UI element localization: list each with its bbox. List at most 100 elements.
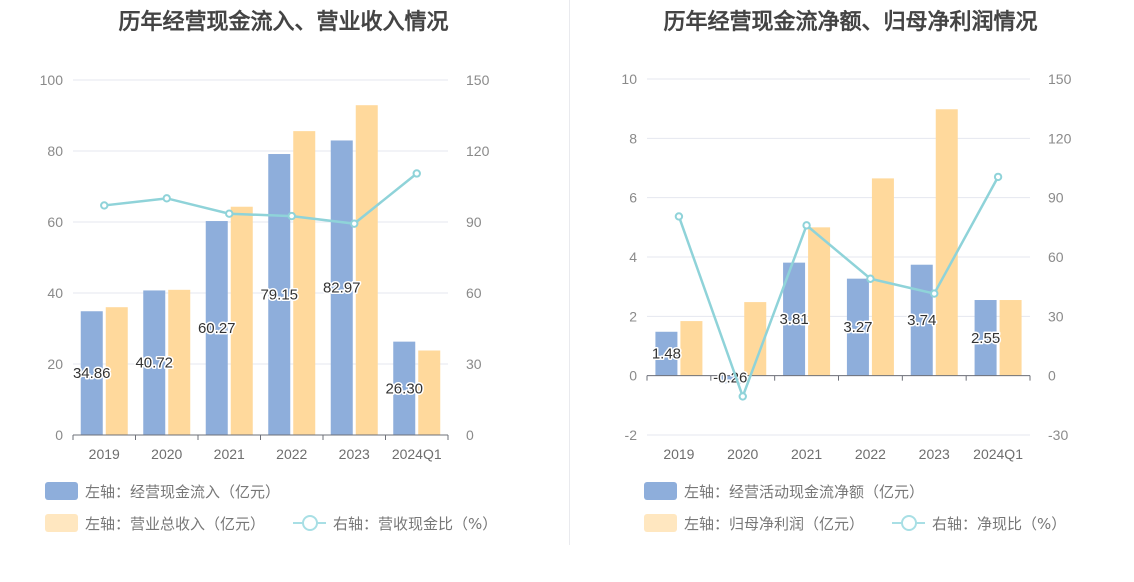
bar-2024Q1-series1 [974, 300, 997, 376]
bar-2022-series2 [293, 131, 316, 435]
bar-2023-series1 [330, 140, 353, 436]
right-axis-tick: 90 [466, 214, 482, 230]
bar-2020-series2 [744, 302, 767, 376]
x-category-label: 2020 [727, 446, 758, 462]
ratio-point [930, 289, 939, 298]
bar-2021-series1 [783, 262, 806, 376]
bar-2024Q1-series2 [999, 300, 1022, 376]
right-legend-bar2[interactable]: 左轴：归母净利润（亿元） [644, 513, 864, 533]
x-category-label: 2019 [663, 446, 694, 462]
right-axis-tick: -30 [1048, 427, 1068, 443]
right-axis-tick: 0 [1048, 368, 1056, 384]
ratio-point [738, 392, 747, 401]
left-axis-tick: 60 [47, 214, 63, 230]
left-axis-tick: -2 [625, 427, 638, 443]
left-legend-line[interactable]: 右轴：营收现金比（%） [293, 513, 497, 533]
right-chart-plot: -2 -30 0 0 2 30 4 60 6 90 8 120 10 150 2019 2020 2021 202… [621, 71, 1071, 462]
bar-2022-series2 [871, 178, 894, 376]
bar-2023-series2 [355, 105, 378, 435]
bar-2022-series1 [268, 154, 291, 435]
ratio-line [677, 176, 1000, 401]
x-category-label: 2021 [791, 446, 822, 462]
ratio-point [993, 172, 1003, 182]
x-category-label: 2023 [339, 446, 370, 462]
left-axis-tick: 40 [47, 285, 63, 301]
left-axis-tick: 80 [47, 143, 63, 159]
left-legend-bar1[interactable]: 左轴：经营现金流入（亿元） [45, 481, 280, 501]
bar-2019-series2 [680, 321, 703, 376]
right-legend-bar1-label: 左轴：经营活动现金流净额（亿元） [684, 482, 925, 501]
ratio-point [100, 201, 109, 210]
bar-data-label: 26.30 [385, 380, 423, 397]
ratio-point [162, 194, 171, 203]
left-chart-plot: 0 0 20 30 40 60 60 90 80 120 100 150 2019 2020 2021 202… [40, 72, 490, 462]
left-axis-tick: 0 [55, 427, 63, 443]
right-axis-tick: 30 [466, 356, 482, 372]
bar-data-label: 2.55 [971, 330, 1000, 347]
ratio-point [866, 274, 875, 283]
right-axis-tick: 60 [466, 285, 482, 301]
legend-bar1-swatch [644, 482, 677, 500]
bar-data-label: 79.15 [260, 287, 298, 304]
left-axis-tick: 0 [629, 368, 637, 384]
left-axis-tick: 6 [629, 190, 637, 206]
bar-data-label: 1.48 [652, 346, 681, 363]
left-axis-tick: 2 [629, 308, 637, 324]
bar-2021-series2 [230, 206, 253, 435]
right-chart-panel: 历年经营现金流净额、归母净利润情况 -2 -30 0 0 2 30 4 60 6 90 8 120 10… [567, 0, 1134, 582]
x-category-label: 2019 [89, 446, 120, 462]
right-axis-tick: 120 [466, 143, 490, 159]
right-axis-tick: 30 [1048, 308, 1064, 324]
x-category-label: 2024Q1 [392, 446, 442, 462]
legend-bar2-swatch [45, 514, 78, 532]
bar-data-label: 82.97 [323, 280, 361, 297]
right-legend-bar1[interactable]: 左轴：经营活动现金流净额（亿元） [644, 481, 924, 501]
x-category-label: 2024Q1 [973, 446, 1023, 462]
left-axis-tick: 8 [629, 130, 637, 146]
left-legend-bar1-label: 左轴：经营现金流入（亿元） [85, 482, 281, 501]
left-chart-panel: 历年经营现金流入、营业收入情况 0 0 20 30 40 60 60 90 80 120 100 15… [40, 10, 498, 533]
left-legend-bar2-label: 左轴：营业总收入（亿元） [85, 514, 266, 533]
left-axis-tick: 20 [47, 356, 63, 372]
right-axis-tick: 0 [466, 427, 474, 443]
bar-2024Q1-series1 [393, 341, 416, 435]
ratio-point [225, 209, 234, 218]
bar-data-label: 3.81 [779, 311, 808, 328]
right-legend-line-label: 右轴：净现比（%） [932, 514, 1067, 533]
bar-2020-series2 [168, 289, 191, 435]
left-axis-tick: 10 [621, 71, 637, 87]
ratio-point [674, 212, 684, 221]
bar-data-label: 34.86 [73, 365, 111, 382]
bar-data-label: -0.26 [713, 370, 747, 387]
bar-2022-series1 [846, 278, 869, 376]
bar-data-label: 3.74 [907, 312, 936, 329]
x-category-label: 2020 [151, 446, 182, 462]
bar-2024Q1-series2 [418, 350, 441, 435]
legend-bar1-swatch [45, 482, 78, 500]
bar-data-label: 3.27 [843, 319, 872, 336]
x-category-label: 2023 [919, 446, 950, 462]
bar-2019-series1 [655, 331, 678, 376]
left-axis-tick: 4 [629, 249, 637, 265]
bar-2019-series2 [105, 307, 128, 435]
right-axis-tick: 60 [1048, 249, 1064, 265]
legend-line-swatch [293, 514, 326, 532]
bar-2020-series1 [143, 290, 166, 435]
right-axis-tick: 90 [1048, 190, 1064, 206]
left-chart-title: 历年经营现金流入、营业收入情况 [118, 10, 449, 35]
right-chart-title: 历年经营现金流净额、归母净利润情况 [663, 10, 1038, 35]
left-legend-bar2[interactable]: 左轴：营业总收入（亿元） [45, 513, 265, 533]
ratio-point [350, 219, 359, 228]
panel-divider [569, 0, 570, 545]
x-category-label: 2022 [855, 446, 886, 462]
left-axis-tick: 100 [40, 72, 64, 88]
right-legend-line[interactable]: 右轴：净现比（%） [892, 513, 1066, 533]
legend-bar2-swatch [644, 514, 677, 532]
bar-2020-series1 [719, 375, 742, 384]
legend-line-swatch [892, 514, 925, 532]
ratio-line [104, 172, 418, 225]
ratio-point [802, 221, 811, 230]
bar-2021-series1 [205, 221, 228, 435]
bar-2023-series2 [935, 109, 958, 376]
bar-data-label: 60.27 [198, 320, 236, 337]
